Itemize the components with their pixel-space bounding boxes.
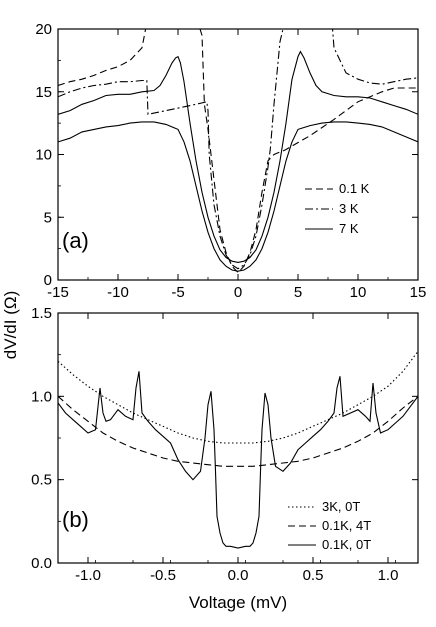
y-tick-label: 10 — [35, 147, 52, 164]
x-tick-label: 15 — [410, 284, 427, 301]
legend-label: 0.1K, 0T — [322, 537, 371, 552]
y-tick-label: 1.5 — [31, 305, 52, 322]
y-tick-label: 20 — [35, 21, 52, 38]
x-tick-label: -1.0 — [75, 567, 101, 584]
x-tick-label: -15 — [47, 284, 69, 301]
legend-label: 3 K — [339, 201, 359, 216]
series-line-3k-0t — [58, 350, 418, 444]
x-tick-label: 0.5 — [303, 567, 324, 584]
legend-label: 0.1K, 4T — [322, 518, 371, 533]
series-line-0-1k-4t — [58, 395, 418, 467]
x-tick-label: 10 — [350, 284, 367, 301]
x-tick-label: 1.0 — [378, 567, 399, 584]
y-tick-label: 0.5 — [31, 472, 52, 489]
y-axis-title: dV/dI (Ω) — [1, 291, 20, 359]
series-line-unlabeled-3 — [58, 121, 418, 272]
x-tick-label: 0 — [234, 284, 242, 301]
series-line-0-1-k — [58, 29, 418, 274]
legend-label: 3K, 0T — [322, 499, 360, 514]
y-tick-label: 0.0 — [31, 555, 52, 572]
panel-a: -15 -10 -5 0 5 10 15 0 5 10 15 20 (a) 0.1 K 3 K 7 K — [35, 21, 427, 301]
x-tick-label: -10 — [107, 284, 129, 301]
legend-label: 0.1 K — [339, 181, 370, 196]
x-tick-label: -5 — [171, 284, 184, 301]
legend-label: 7 K — [339, 221, 359, 236]
series-line-7-k — [58, 50, 418, 263]
x-tick-label: -0.5 — [150, 567, 176, 584]
y-tick-label: 5 — [44, 209, 52, 226]
y-tick-label: 1.0 — [31, 388, 52, 405]
plot-frame — [57, 28, 419, 281]
x-tick-label: 0.0 — [228, 567, 249, 584]
series-line-3-k — [58, 29, 418, 270]
panel-b: -1.0 -0.5 0.0 0.5 1.0 0.0 0.5 1.0 1.5 (b) Voltage … — [31, 305, 419, 612]
x-axis-title: Voltage (mV) — [189, 593, 287, 612]
panel-label: (b) — [62, 507, 89, 532]
x-tick-label: 5 — [294, 284, 302, 301]
series-line-0-1k-0t — [58, 371, 418, 549]
y-tick-label: 0 — [44, 272, 52, 289]
panel-label: (a) — [62, 228, 89, 253]
y-tick-label: 15 — [35, 84, 52, 101]
